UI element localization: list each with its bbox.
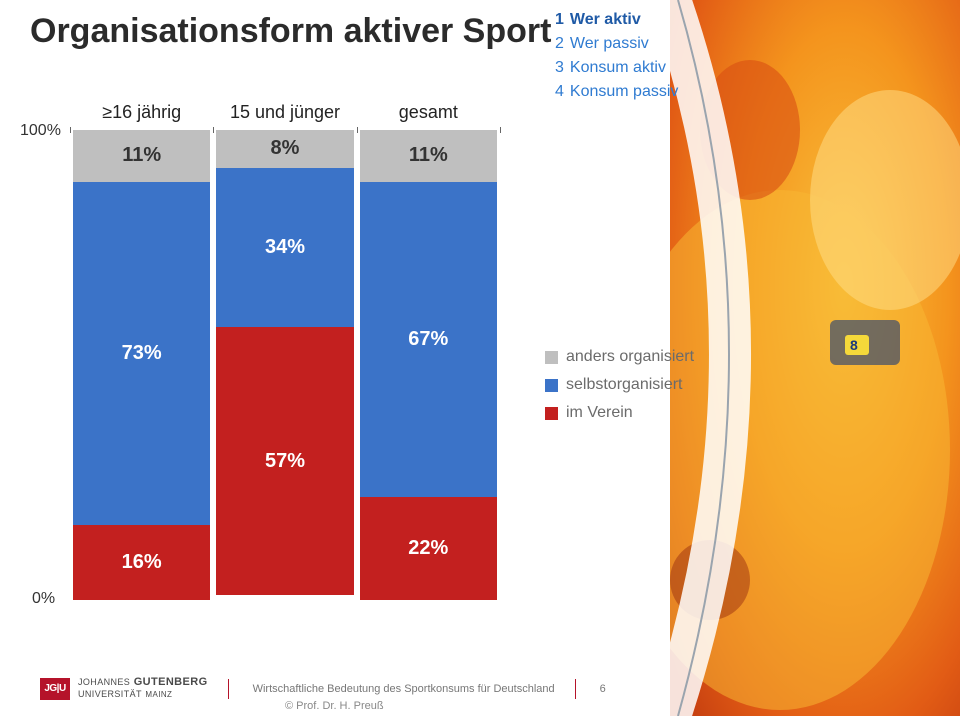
context-item: 3Konsum aktiv xyxy=(555,56,678,80)
copyright: © Prof. Dr. H. Preuß xyxy=(285,700,384,712)
legend-item: selbstorganisiert xyxy=(545,376,694,394)
stacked-bar: 11%73%16% xyxy=(73,130,211,600)
legend-swatch xyxy=(545,351,558,364)
plot-area: 11%73%16%8%34%57%11%67%22% xyxy=(70,130,500,600)
legend-label: im Verein xyxy=(566,404,633,422)
logo-text: JOHANNES GUTENBERG UNIVERSITÄT MAINZ xyxy=(78,677,208,700)
column-headers: ≥16 jährig15 und jüngergesamt xyxy=(70,102,500,123)
chart: ≥16 jährig15 und jüngergesamt 100% 0% 11… xyxy=(70,130,500,600)
bar-segment: 67% xyxy=(360,182,498,497)
svg-text:8: 8 xyxy=(850,337,858,353)
legend-item: anders organisiert xyxy=(545,348,694,366)
bar-segment: 73% xyxy=(73,182,211,525)
legend-swatch xyxy=(545,407,558,420)
footer-separator-2 xyxy=(575,679,576,699)
university-logo: JG|U JOHANNES GUTENBERG UNIVERSITÄT MAIN… xyxy=(40,677,208,700)
decorative-photo: 8 xyxy=(670,0,960,716)
bar-segment: 16% xyxy=(73,525,211,600)
legend-item: im Verein xyxy=(545,404,694,422)
stacked-bar: 8%34%57% xyxy=(216,130,354,600)
bar-segment: 11% xyxy=(73,130,211,182)
bar-segment: 34% xyxy=(216,168,354,328)
context-item: 1Wer aktiv xyxy=(555,8,678,32)
footer: JG|U JOHANNES GUTENBERG UNIVERSITÄT MAIN… xyxy=(0,661,960,716)
context-item: 2Wer passiv xyxy=(555,32,678,56)
footer-subtitle: Wirtschaftliche Bedeutung des Sportkonsu… xyxy=(253,683,555,695)
legend: anders organisiert selbstorganisiert im Ve… xyxy=(545,348,694,432)
y-label-100: 100% xyxy=(20,122,61,140)
page-title: Organisationsform aktiver Sport xyxy=(30,12,551,51)
bar-segment: 8% xyxy=(216,130,354,168)
page-number: 6 xyxy=(600,683,606,695)
legend-label: selbstorganisiert xyxy=(566,376,683,394)
column-header: 15 und jünger xyxy=(213,102,356,123)
legend-label: anders organisiert xyxy=(566,348,694,366)
stacked-bar: 11%67%22% xyxy=(360,130,498,600)
context-item: 4Konsum passiv xyxy=(555,80,678,104)
bar-column: 8%34%57% xyxy=(213,130,356,600)
column-header: ≥16 jährig xyxy=(70,102,213,123)
bar-segment: 57% xyxy=(216,327,354,595)
legend-swatch xyxy=(545,379,558,392)
context-list: 1Wer aktiv2Wer passiv3Konsum aktiv4Konsu… xyxy=(555,8,678,104)
bar-segment: 11% xyxy=(360,130,498,182)
logo-mark: JG|U xyxy=(40,678,70,700)
footer-separator xyxy=(228,679,229,699)
bar-column: 11%73%16% xyxy=(70,130,213,600)
bar-segment: 22% xyxy=(360,497,498,600)
column-header: gesamt xyxy=(357,102,500,123)
bar-column: 11%67%22% xyxy=(357,130,500,600)
y-label-0: 0% xyxy=(32,590,55,608)
